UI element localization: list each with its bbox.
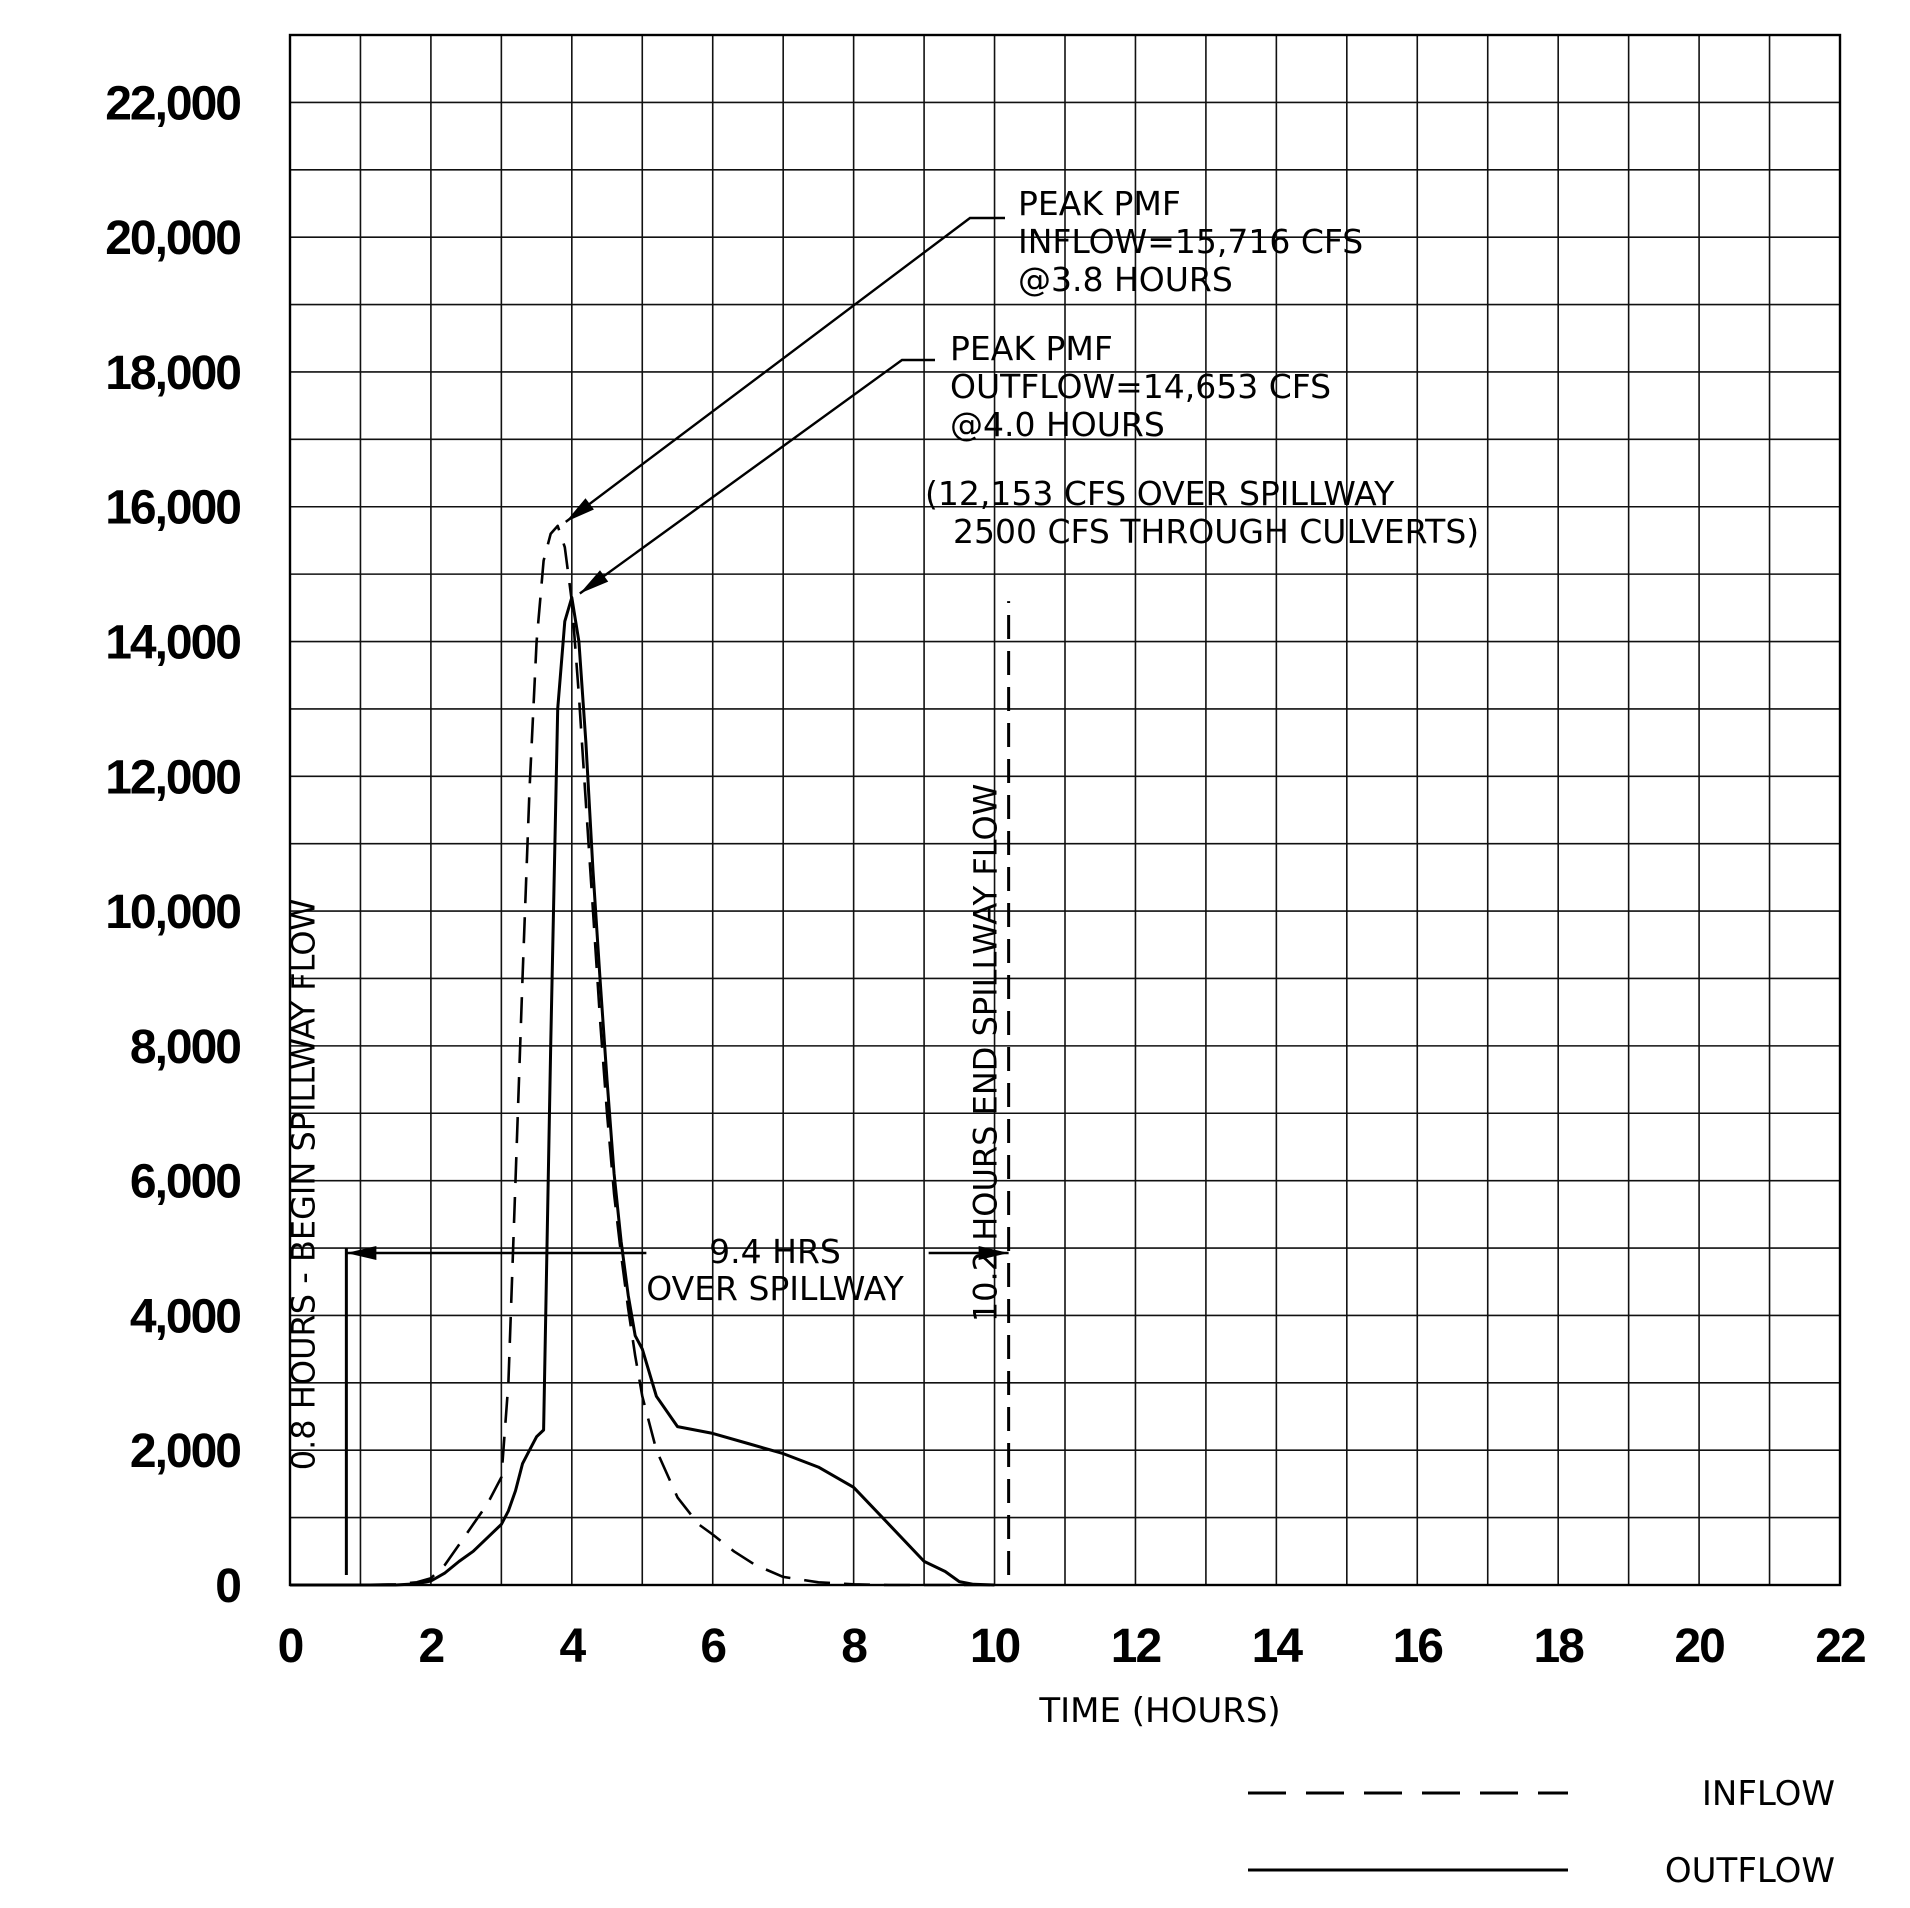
y-tick-label: 22,000: [105, 77, 240, 130]
x-tick-label: 14: [1252, 1620, 1304, 1673]
x-tick-label: 2: [419, 1620, 444, 1673]
x-tick-label: 20: [1674, 1620, 1724, 1673]
x-tick-label: 0: [278, 1620, 303, 1673]
y-tick-label: 12,000: [105, 751, 240, 804]
plot-border: [288, 33, 1842, 1587]
grid: [288, 33, 1842, 1587]
annotation-leader: [579, 358, 935, 595]
interval-label: 9.4 HRS: [709, 1232, 841, 1271]
annotation-text: @3.8 HOURS: [1018, 260, 1233, 299]
annotation-text: (12,153 CFS OVER SPILLWAY: [925, 474, 1395, 513]
y-tick-label: 6,000: [130, 1156, 240, 1209]
x-axis-tick-labels: 0 2 4 6 8 10 12 14 16 18 20 22: [278, 1620, 1867, 1673]
interval-arrow-head: [978, 1246, 1009, 1260]
annotation-text: @4.0 HOURS: [950, 405, 1165, 444]
annotation-text: PEAK PMF: [1018, 184, 1181, 223]
legend-label: OUTFLOW: [1665, 1851, 1835, 1891]
legend: INFLOW OUTFLOW: [1248, 1774, 1835, 1891]
spillway-markers: 0.8 HOURS - BEGIN SPILLWAY FLOW 10.2 HOUR…: [284, 601, 1011, 1575]
x-axis-label: TIME (HOURS): [1038, 1691, 1280, 1731]
annotation-text: OUTFLOW=14,653 CFS: [950, 367, 1331, 406]
series-lines: [290, 524, 995, 1587]
y-tick-label: 8,000: [130, 1021, 240, 1074]
y-tick-label: 18,000: [105, 347, 240, 400]
y-tick-label: 2,000: [130, 1425, 240, 1478]
x-tick-label: 10: [970, 1620, 1020, 1673]
annotation-arrow-head: [579, 570, 609, 594]
inflow-line: [290, 524, 995, 1587]
annotation-arrow-head: [565, 498, 594, 522]
y-tick-label: 16,000: [105, 482, 240, 535]
x-tick-label: 6: [700, 1620, 725, 1673]
y-axis-tick-labels: 0 2,000 4,000 6,000 8,000 10,000 12,000 14,000 1…: [105, 77, 242, 1613]
x-tick-label: 16: [1393, 1620, 1443, 1673]
y-tick-label: 10,000: [105, 886, 240, 939]
x-tick-label: 4: [559, 1620, 586, 1673]
y-tick-label: 4,000: [130, 1290, 240, 1343]
y-tick-label: 20,000: [105, 212, 240, 265]
legend-label: INFLOW: [1702, 1774, 1835, 1814]
x-tick-label: 18: [1533, 1620, 1584, 1673]
x-tick-label: 8: [841, 1620, 867, 1673]
y-tick-label: 0: [215, 1560, 240, 1613]
y-tick-label: 14,000: [105, 617, 240, 670]
x-tick-label: 12: [1111, 1620, 1161, 1673]
annotation-leader: [565, 216, 1005, 523]
spillway-marker-label: 10.2 HOURS END SPILLWAY FLOW: [967, 784, 1005, 1322]
outflow-line: [290, 596, 995, 1587]
interval-label: OVER SPILLWAY: [646, 1269, 904, 1308]
spillway-marker-label: 0.8 HOURS - BEGIN SPILLWAY FLOW: [284, 899, 322, 1470]
annotation-text: PEAK PMF: [950, 329, 1113, 368]
interval-arrow-head: [346, 1246, 377, 1260]
annotation-text: INFLOW=15,716 CFS: [1018, 222, 1363, 261]
annotation-text: 2500 CFS THROUGH CULVERTS): [953, 512, 1479, 551]
x-tick-label: 22: [1815, 1620, 1865, 1673]
